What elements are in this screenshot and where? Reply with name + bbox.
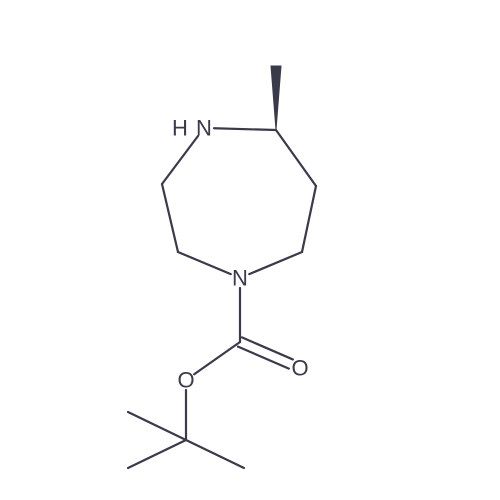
atom-n5: N xyxy=(196,116,212,141)
bond-line xyxy=(186,440,244,468)
bond-line xyxy=(302,186,316,252)
bond-line xyxy=(249,252,302,274)
atom-o10: O xyxy=(291,356,308,381)
bond-line xyxy=(276,130,316,186)
chemical-structure-diagram: NNHOO xyxy=(0,0,500,500)
bond-line xyxy=(128,412,186,440)
bond-line xyxy=(238,347,289,369)
bond-line xyxy=(194,342,240,374)
bond-line xyxy=(178,252,231,274)
stereo-wedge xyxy=(271,66,281,130)
bond-line xyxy=(214,128,276,130)
bond-line xyxy=(242,337,293,359)
atom-n1: N xyxy=(232,266,248,291)
bond-line xyxy=(162,184,178,252)
bond-line xyxy=(162,136,198,184)
atom-o11: O xyxy=(177,368,194,393)
atom-h5: H xyxy=(172,116,188,141)
bond-line xyxy=(128,440,186,468)
